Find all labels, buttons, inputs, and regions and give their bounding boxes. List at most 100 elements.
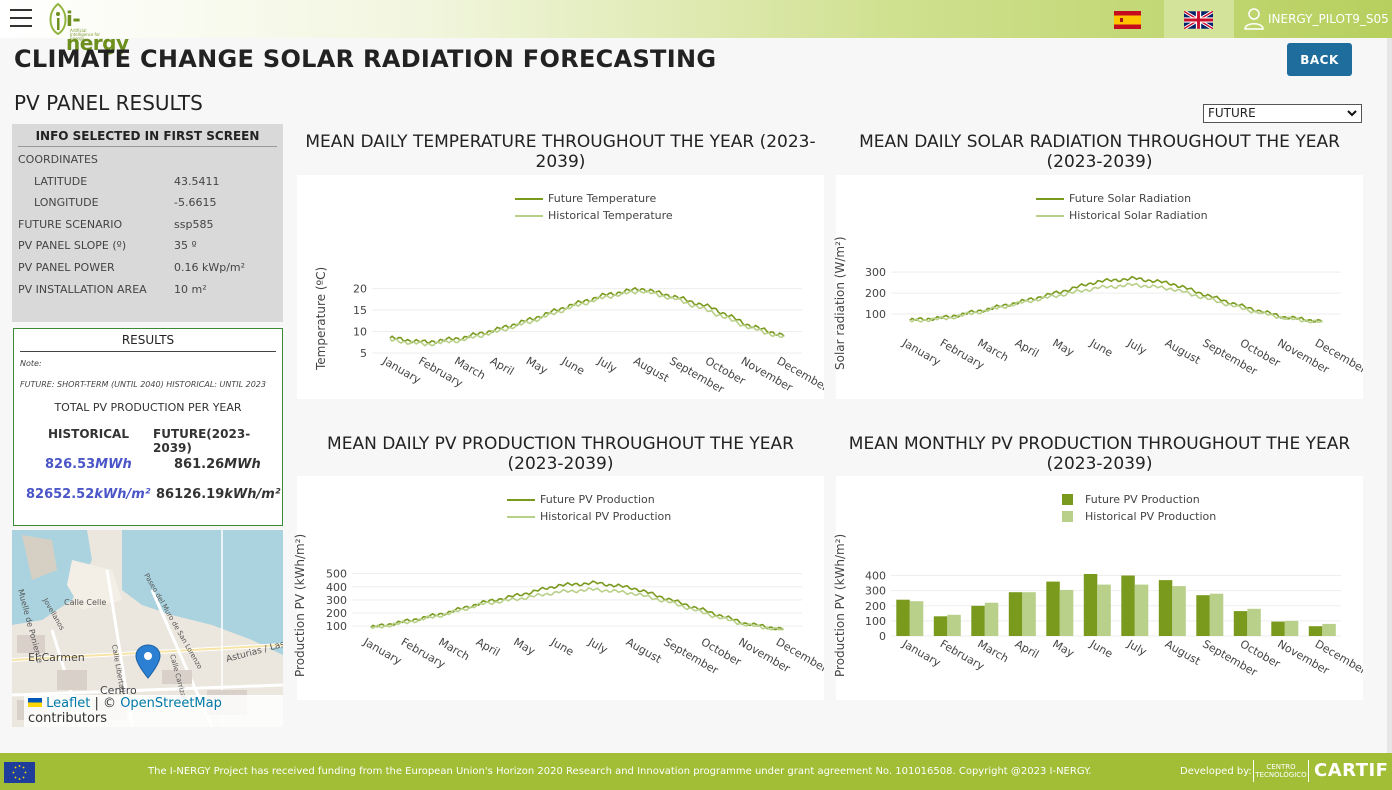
chart-legend[interactable]: Future PV Production Historical PV Produc… <box>1054 491 1216 525</box>
funding-text: The I-NERGY Project has received funding… <box>148 766 1092 777</box>
tecnologico-line: TECNOLÓGICO <box>1255 771 1307 779</box>
chart-plot-area-4[interactable]: Future PV Production Historical PV Produc… <box>833 476 1363 700</box>
x-tick-label: May <box>1050 336 1077 359</box>
chart-legend[interactable]: Future Solar Radiation Historical Solar R… <box>1036 190 1208 224</box>
chart-title-3: MEAN DAILY PV PRODUCTION THROUGHOUT THE … <box>327 434 794 474</box>
bar-historical[interactable] <box>1284 620 1299 636</box>
x-tick-label: July <box>1124 336 1149 358</box>
series-line-historical[interactable] <box>370 587 784 631</box>
y-tick-label: 200 <box>326 607 347 620</box>
bar-future[interactable] <box>896 599 910 636</box>
scenario-select[interactable]: FUTURE <box>1203 104 1362 123</box>
bar-future[interactable] <box>933 616 948 636</box>
bar-historical[interactable] <box>1172 586 1186 636</box>
legend-label: Future PV Production <box>1085 493 1200 506</box>
scenario-value: ssp585 <box>174 217 214 231</box>
bar-future[interactable] <box>1008 592 1023 636</box>
x-tick-label: July <box>585 635 610 657</box>
spain-flag-icon[interactable] <box>1114 11 1141 29</box>
location-map[interactable]: Muelle de Poniente Calle Celle Paseo del… <box>12 530 283 727</box>
bar-historical[interactable] <box>1322 623 1336 636</box>
scenario-label: FUTURE SCENARIO <box>18 217 123 231</box>
map-label-centro: Centro <box>100 684 137 697</box>
historical-mwh-unit: MWh <box>95 457 132 472</box>
legend-item[interactable]: Future Temperature <box>515 190 673 207</box>
series-line-future[interactable] <box>909 275 1323 323</box>
bar-historical[interactable] <box>1134 584 1149 636</box>
chart-plot-area-3[interactable]: Future PV Production Historical PV Produc… <box>293 476 824 700</box>
slope-label: PV PANEL SLOPE (º) <box>18 239 127 253</box>
back-button[interactable]: BACK <box>1287 43 1352 76</box>
leaflet-link[interactable]: Leaflet <box>46 696 91 711</box>
future-kwh: 86126.19kWh/m² <box>156 487 281 502</box>
legend-item[interactable]: Historical PV Production <box>507 508 671 525</box>
bar-future[interactable] <box>1233 611 1248 636</box>
coordinates-label: COORDINATES <box>18 153 98 166</box>
bar-future[interactable] <box>1121 575 1135 637</box>
note-label: Note: <box>20 359 42 368</box>
legend-item[interactable]: Future PV Production <box>507 491 671 508</box>
map-marker-icon[interactable] <box>135 644 161 679</box>
results-panel: RESULTS Note: FUTURE: SHORT-TERM (UNTIL … <box>13 328 283 526</box>
series-line-historical[interactable] <box>389 289 785 347</box>
legend-swatch <box>1036 214 1064 217</box>
bar-future[interactable] <box>1046 581 1060 636</box>
bar-future[interactable] <box>1196 595 1210 636</box>
language-en-tab[interactable] <box>1164 0 1234 38</box>
x-tick-label: August <box>1163 336 1203 367</box>
bar-historical[interactable] <box>1059 589 1074 636</box>
map-tiles[interactable]: Muelle de Poniente Calle Celle Paseo del… <box>12 530 283 727</box>
y-tick-label: 300 <box>865 585 886 598</box>
chart-plot-area-1[interactable]: Future Temperature Historical Temperature… <box>297 175 824 399</box>
chart-legend[interactable]: Future Temperature Historical Temperature <box>515 190 673 224</box>
i-nergy-logo[interactable]: i-nergy Artificial Intelligence for Ener… <box>46 2 129 55</box>
legend-label: Future Temperature <box>548 192 657 205</box>
leaf-logo-icon <box>49 2 67 36</box>
latitude-value: 43.5411 <box>174 174 220 188</box>
legend-item[interactable]: Historical Solar Radiation <box>1036 207 1208 224</box>
series-line-historical[interactable] <box>909 282 1323 324</box>
logo-subtitle: Artificial Intelligence for Energy <box>70 28 101 41</box>
bar-future[interactable] <box>1083 574 1098 636</box>
y-tick-label: 0 <box>879 630 886 643</box>
menu-icon[interactable] <box>10 9 32 27</box>
bar-historical[interactable] <box>1022 592 1036 636</box>
user-menu[interactable]: INERGY_PILOT9_S05 <box>1244 6 1389 32</box>
y-tick-label: 400 <box>326 581 347 594</box>
chart-legend[interactable]: Future PV Production Historical PV Produc… <box>507 491 671 525</box>
y-tick-label: 200 <box>865 600 886 613</box>
bar-future[interactable] <box>1271 621 1285 636</box>
bar-historical[interactable] <box>984 602 999 636</box>
future-column-header: FUTURE(2023-2039) <box>153 427 251 455</box>
bar-historical[interactable] <box>1097 584 1111 636</box>
chart-plot-area-2[interactable]: Future Solar Radiation Historical Solar R… <box>833 175 1363 399</box>
y-tick-label: 400 <box>865 570 886 583</box>
legend-item[interactable]: Future PV Production <box>1054 491 1216 508</box>
attribution-separator: | © <box>90 696 121 711</box>
legend-item[interactable]: Future Solar Radiation <box>1036 190 1208 207</box>
series-line-future[interactable] <box>389 286 785 345</box>
series-line-future[interactable] <box>370 580 784 631</box>
bar-future[interactable] <box>971 605 985 636</box>
bar-historical[interactable] <box>1209 593 1224 636</box>
bar-historical[interactable] <box>1247 608 1261 636</box>
y-tick-label: 100 <box>865 615 886 628</box>
map-label-calle-celle: Calle Celle <box>64 598 106 607</box>
bar-future[interactable] <box>1308 626 1323 636</box>
bar-historical[interactable] <box>909 601 924 636</box>
uk-flag-icon <box>1184 11 1213 29</box>
eu-flag-icon <box>4 762 35 783</box>
legend-item[interactable]: Historical PV Production <box>1054 508 1216 525</box>
top-bar: i-nergy Artificial Intelligence for Ener… <box>0 0 1392 55</box>
bar-historical[interactable] <box>947 614 961 636</box>
legend-label: Historical PV Production <box>1085 510 1217 523</box>
openstreetmap-link[interactable]: OpenStreetMap <box>120 696 222 711</box>
legend-item[interactable]: Historical Temperature <box>515 207 673 224</box>
scrollbar[interactable] <box>1387 38 1392 753</box>
bar-future[interactable] <box>1158 580 1173 636</box>
x-tick-label: June <box>1087 336 1115 360</box>
